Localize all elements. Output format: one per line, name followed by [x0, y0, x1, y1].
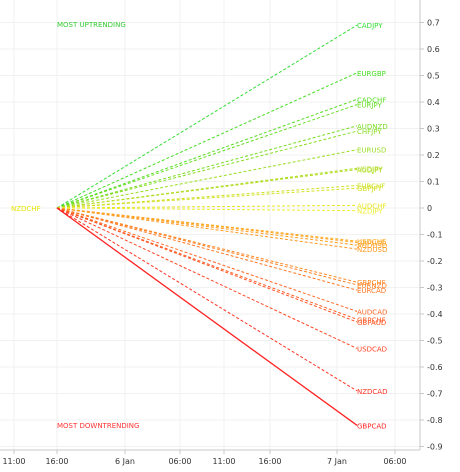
- y-tick-label: -0.7: [427, 390, 443, 399]
- x-tick-label: 6 Jan: [115, 457, 135, 466]
- axes: [0, 0, 421, 451]
- most-uptrending-label: MOST UPTRENDING: [57, 21, 126, 29]
- pair-label-gbpaud: GBPAUD: [357, 319, 386, 327]
- x-axis-ticks: 11:00 16:00 6 Jan 06:00 11:00 16:00 7 Jan 06:00: [2, 450, 407, 466]
- y-tick-label: 0.4: [427, 98, 440, 107]
- y-tick-label: 0.7: [427, 19, 440, 28]
- pair-label-audusd: AUDUSD: [357, 242, 387, 250]
- y-tick-label: 0.3: [427, 125, 440, 134]
- pair-label-eurnzd: EURNZD: [357, 282, 387, 290]
- x-tick-label: 06:00: [168, 457, 191, 466]
- pair-label-eurgbp: EURGBP: [357, 70, 386, 78]
- trend-line-audcad: [56, 207, 358, 312]
- trend-line-gbpjpy: [56, 187, 358, 209]
- y-axis-ticks: 0.7 0.6 0.5 0.4 0.3 0.2 0.1 0 -0.1 -0.2 -0.3 -0.4 -0…: [420, 19, 443, 452]
- trend-line-usdcad: [56, 207, 358, 349]
- trend-line-gbpcad: [56, 207, 358, 426]
- origin-pair-label: NZDCHF: [11, 205, 41, 213]
- trend-line-gbpaud: [56, 207, 358, 323]
- x-tick-label: 16:00: [45, 457, 68, 466]
- pair-label-cadjpy: CADJPY: [357, 22, 383, 30]
- trend-line-chfjpy: [56, 130, 358, 209]
- pair-label-usdjpy: USDJPY: [357, 165, 383, 173]
- pair-label-usdcad: USDCAD: [357, 345, 387, 353]
- x-tick-label: 11:00: [2, 457, 25, 466]
- most-downtrending-label: MOST DOWNTRENDING: [57, 422, 139, 430]
- pair-label-cadchf: CADCHF: [357, 96, 386, 104]
- trend-line-audusd: [56, 207, 358, 246]
- y-tick-label: -0.5: [427, 337, 443, 346]
- pair-label-eurusd: EURUSD: [357, 147, 386, 155]
- trend-line-eurnzd: [56, 207, 358, 286]
- y-tick-label: 0.6: [427, 45, 440, 54]
- y-tick-label: -0.2: [427, 257, 443, 266]
- trend-line-nzdcad: [56, 207, 358, 392]
- pair-label-gbpcad: GBPCAD: [357, 422, 387, 430]
- trend-line-eurusd: [56, 149, 358, 209]
- y-tick-label: 0.2: [427, 151, 440, 160]
- trend-lines: [56, 24, 358, 426]
- pair-label-gbpjpy: GBPJPY: [357, 185, 383, 193]
- trend-line-cadchf: [56, 98, 358, 209]
- trend-line-audchf: [56, 204, 358, 209]
- trend-line-nzdjpy: [56, 207, 358, 212]
- y-tick-label: 0.1: [427, 178, 440, 187]
- y-tick-label: 0.5: [427, 72, 440, 81]
- y-tick-label: -0.8: [427, 416, 443, 425]
- trend-line-cadjpy: [56, 24, 358, 209]
- trend-line-eurjpy: [56, 104, 358, 209]
- pair-label-eurcad: EURCAD: [357, 287, 386, 295]
- grid-lines: [0, 0, 420, 450]
- trend-line-eurcad: [56, 207, 358, 291]
- pair-label-audnzd: AUDNZD: [357, 123, 388, 131]
- y-tick-label: -0.1: [427, 231, 443, 240]
- pair-label-eurchf: EURCHF: [357, 182, 385, 190]
- pair-label-audjpy: AUDJPY: [357, 167, 383, 175]
- pair-label-usdchf: USDCHF: [357, 238, 386, 246]
- pair-label-gbpusd: GBPUSD: [357, 239, 386, 247]
- pair-label-nzdjpy: NZDJPY: [357, 208, 384, 216]
- pair-label-gbpchf: GBPCHF: [357, 316, 386, 324]
- pair-label-eurjpy: EURJPY: [357, 102, 383, 110]
- trend-line-nzdusd: [56, 207, 358, 250]
- x-tick-label: 7 Jan: [327, 457, 347, 466]
- x-tick-label: 11:00: [212, 457, 235, 466]
- pair-label-audchf: AUDCHF: [357, 202, 386, 210]
- x-tick-label: 06:00: [383, 457, 406, 466]
- x-tick-label: 16:00: [258, 457, 281, 466]
- pair-label-nzdcad: NZDCAD: [357, 388, 388, 396]
- pair-label-chfjpy: CHFJPY: [357, 128, 382, 136]
- pair-label-nzdusd: NZDUSD: [357, 246, 387, 254]
- trend-line-audjpy: [56, 169, 358, 209]
- y-tick-label: -0.3: [427, 284, 443, 293]
- y-tick-label: 0: [427, 204, 432, 213]
- y-tick-label: -0.9: [427, 443, 443, 452]
- pair-label-gbpchf: GBPCHF: [357, 279, 386, 287]
- trend-line-audnzd: [56, 125, 358, 209]
- pair-label-audcad: AUDCAD: [357, 308, 387, 316]
- y-tick-label: -0.4: [427, 310, 443, 319]
- trend-line-gbpchf: [56, 207, 358, 320]
- y-tick-label: -0.6: [427, 363, 443, 372]
